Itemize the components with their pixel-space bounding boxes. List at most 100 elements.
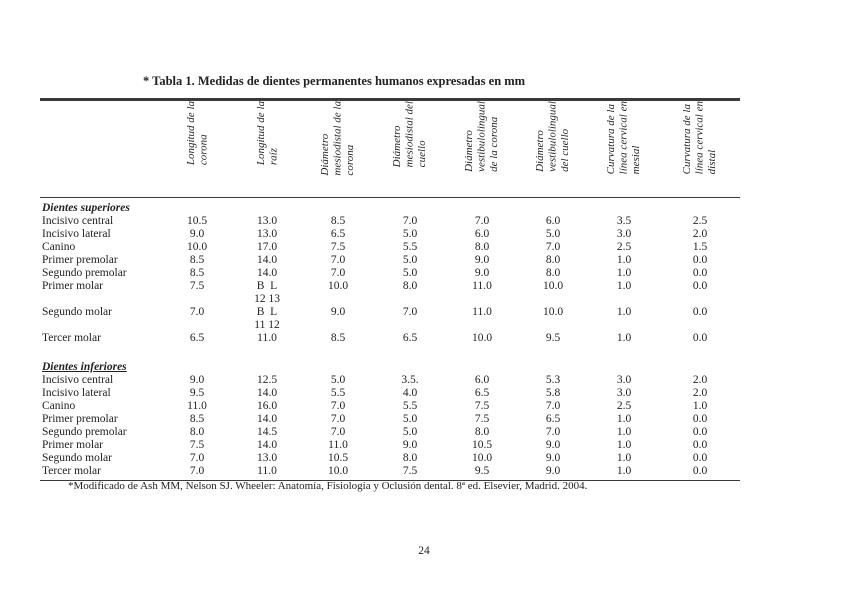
cell-value: 0.0 — [660, 465, 740, 481]
cell-value: 0.0 — [692, 306, 708, 318]
cell-value: 0.0 — [692, 280, 708, 292]
section-header-row: Dientes superiores — [40, 198, 740, 216]
column-header-label: Diámetro mesiodistal de la corona — [319, 101, 357, 176]
cell-value: 7.0 — [474, 215, 490, 227]
cell-value: 8.5 — [189, 267, 205, 279]
table-row: Incisivo lateral 9.5 14.0 5.5 4.0 6.5 5.8 3.0 2.… — [40, 387, 740, 400]
row-label: Segundo premolar — [42, 426, 127, 438]
table-body: Dientes superiores Incisivo central 10.5 13… — [40, 198, 740, 481]
cell-value: 5.0 — [402, 413, 418, 425]
cell-value: 6.5 — [402, 332, 418, 344]
row-label: Segundo molar — [42, 306, 112, 318]
column-header: Diámetro vestibulolingual de la corona — [446, 98, 518, 198]
cell-value: 5.0 — [402, 426, 418, 438]
cell-value: 0.0 — [692, 254, 708, 266]
cell-value: 7.5 — [189, 439, 205, 451]
cell-value: 5.3 — [545, 374, 561, 386]
table-row: Segundo molar 7.0 B L 11 12 9.0 7.0 11.0 10.0 1… — [40, 306, 740, 332]
cell-value: 5.5 — [330, 387, 346, 399]
cell-value: 14.5 — [256, 426, 278, 438]
cell-value: 10.5 — [186, 215, 208, 227]
cell-value: 13.0 — [256, 452, 278, 464]
table-row: Tercer molar 6.5 11.0 8.5 6.5 10.0 9.5 1.0 0.0 — [40, 332, 740, 345]
row-label: Incisivo lateral — [42, 228, 111, 240]
cell-value: 11.0 — [472, 280, 492, 292]
cell-value: 10.0 — [327, 280, 349, 292]
table-row: Primer premolar 8.5 14.0 7.0 5.0 9.0 8.0 1.0 0.0 — [40, 254, 740, 267]
cell-value: 1.0 — [616, 306, 632, 318]
cell-value: 11.0 — [257, 332, 277, 344]
table-row: Incisivo central 10.5 13.0 8.5 7.0 7.0 6.0 3.5 2… — [40, 215, 740, 228]
cell-value: 7.5 — [474, 413, 490, 425]
cell-value: 6.5 — [545, 413, 561, 425]
table-title: * Tabla 1. Medidas de dientes permanente… — [143, 74, 526, 88]
cell-value: 10.0 — [186, 241, 208, 253]
cell-value: 1.0 — [588, 465, 660, 481]
section-spacer-cell — [40, 345, 740, 357]
table-row: Primer molar 7.5 B L 12 13 10.0 8.0 11.0 10.0 1… — [40, 280, 740, 306]
section-title: Dientes inferiores — [42, 361, 127, 373]
cell-value: 11.0 — [232, 465, 302, 481]
cell-value: 7.0 — [189, 452, 205, 464]
cell-value: 8.0 — [189, 426, 205, 438]
cell-value: 1.0 — [616, 426, 632, 438]
cell-value: 1.0 — [616, 267, 632, 279]
cell-value: 7.0 — [330, 400, 346, 412]
cell-value: 1.0 — [616, 452, 632, 464]
table-row: Primer premolar 8.5 14.0 7.0 5.0 7.5 6.5 1.0 0.0 — [40, 413, 740, 426]
measurements-table: Longitud de la corona Longitud de la raí… — [40, 98, 740, 481]
cell-value: 7.0 — [545, 400, 561, 412]
column-header: Curvatura de la línea cervical en distal — [660, 98, 740, 198]
column-header-label: Longitud de la raíz — [254, 101, 280, 166]
cell-value: 5.0 — [402, 267, 418, 279]
table-row: Segundo premolar 8.5 14.0 7.0 5.0 9.0 8.0 1.0 0.… — [40, 267, 740, 280]
cell-value: 0.0 — [692, 267, 708, 279]
column-header: Longitud de la raíz — [232, 98, 302, 198]
cell-value: 6.0 — [474, 374, 490, 386]
cell-value: 3.0 — [616, 387, 632, 399]
cell-value: 9.0 — [189, 228, 205, 240]
table-container: Longitud de la corona Longitud de la raí… — [40, 98, 740, 481]
cell-value: 7.0 — [330, 413, 346, 425]
cell-value: 10.5 — [471, 439, 493, 451]
cell-value: 11.0 — [472, 306, 492, 318]
cell-value: 1.0 — [616, 280, 632, 292]
cell-value: 7.5 — [330, 241, 346, 253]
cell-value: 14.0 — [256, 387, 278, 399]
cell-value: 8.5 — [330, 332, 346, 344]
cell-value: 5.5 — [402, 400, 418, 412]
row-label: Primer molar — [42, 280, 103, 292]
cell-value: 4.0 — [402, 387, 418, 399]
cell-value: 1.0 — [616, 254, 632, 266]
cell-value: 5.0 — [402, 228, 418, 240]
cell-value: 2.0 — [692, 387, 708, 399]
cell-value: 2.5 — [692, 215, 708, 227]
cell-value: 11.0 — [187, 400, 207, 412]
cell-value: 9.5 — [446, 465, 518, 481]
column-header: Curvatura de la línea cervical en mesial — [588, 98, 660, 198]
row-label: Segundo premolar — [42, 267, 127, 279]
cell-value: 0.0 — [692, 439, 708, 451]
row-label: Tercer molar — [40, 465, 162, 481]
footnote-citation: *Modificado de Ash MM, Nelson SJ. Wheele… — [68, 480, 588, 492]
row-label: Incisivo central — [42, 215, 114, 227]
cell-value: 0.0 — [692, 332, 708, 344]
column-header-label: Diámetro vestibulolingual del cuello — [534, 101, 572, 172]
cell-value: 9.5 — [545, 332, 561, 344]
cell-value: 7.0 — [330, 426, 346, 438]
cell-value: 6.5 — [474, 387, 490, 399]
cell-value: 1.0 — [616, 332, 632, 344]
cell-value: 5.0 — [402, 254, 418, 266]
cell-value: 7.5 — [189, 280, 205, 292]
cell-value: 9.5 — [189, 387, 205, 399]
cell-value: 0.0 — [692, 452, 708, 464]
cell-value: 5.0 — [545, 228, 561, 240]
cell-value: 14.0 — [256, 439, 278, 451]
row-label: Primer premolar — [42, 254, 118, 266]
cell-value: 7.0 — [545, 426, 561, 438]
row-label: Segundo molar — [42, 452, 112, 464]
row-label: Primer premolar — [42, 413, 118, 425]
row-label: Incisivo lateral — [42, 387, 111, 399]
column-header: Diámetro mesiodistal del cuello — [374, 98, 446, 198]
